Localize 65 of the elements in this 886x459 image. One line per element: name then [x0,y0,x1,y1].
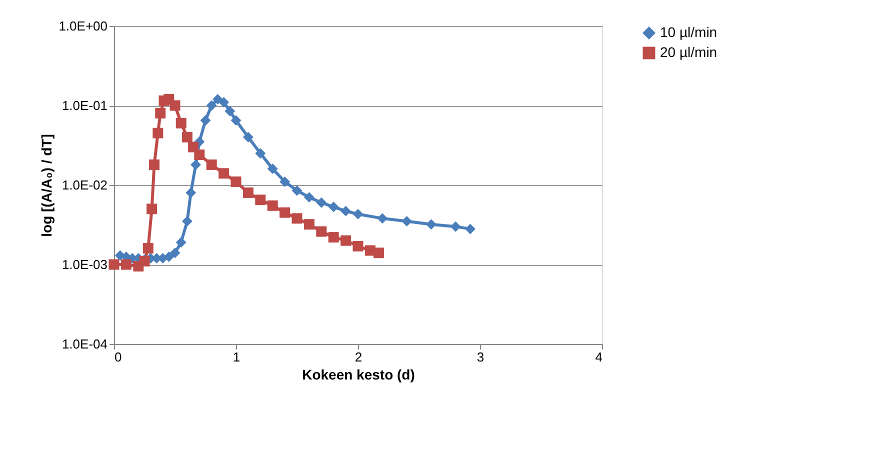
point [230,115,242,126]
point [149,159,160,170]
point [230,176,242,187]
x-tick-label: 4 [595,350,602,364]
x-axis-title: Kokeen kesto (d) [302,366,415,382]
point [142,243,154,254]
legend-label: 20 µl/min [660,44,718,60]
point [146,204,158,214]
point [304,219,314,230]
point [255,148,266,159]
point [152,128,164,138]
x-tick-label: 0 [114,350,122,364]
point [170,248,180,258]
x-tick-label: 2 [354,350,362,364]
point [328,202,339,212]
point [340,235,352,246]
point [164,252,174,262]
point [242,132,254,142]
point [267,164,278,174]
y-tick-label: 1.0E+00 [58,18,108,34]
legend-label: 10 µl/min [660,24,718,40]
point [373,248,384,258]
point [155,108,166,118]
point [242,187,254,198]
y-tick-label: 1.0E-04 [62,336,108,352]
point [316,197,327,208]
point [316,226,327,237]
point [352,208,364,220]
point [120,259,132,270]
y-tick-label: 1.0E-03 [62,257,108,272]
x-tick-label: 3 [476,350,484,364]
point [340,206,352,216]
point [194,150,205,160]
point [224,106,236,116]
point [304,192,314,203]
point [292,213,302,224]
point [255,194,266,206]
point [182,216,192,226]
y-tick-label: 1.0E-01 [62,98,108,113]
point [267,200,278,211]
point [190,159,201,170]
point [450,221,461,232]
point [218,96,230,108]
point [280,207,290,218]
point [200,115,211,126]
point [108,259,120,270]
point [182,132,192,142]
x-tick-label: 1 [232,350,240,364]
point [464,224,476,234]
point [218,168,230,179]
y-axis-title: log [(A/A₀) / dT] [38,134,55,237]
point [206,159,217,170]
point [292,185,302,196]
point [176,237,186,248]
point [186,187,196,198]
point [170,100,180,111]
point [176,118,186,128]
point [426,219,436,230]
point [402,216,412,226]
point [280,176,290,187]
point [352,240,364,252]
point [328,232,339,243]
y-tick-label: 1.0E-02 [62,178,108,192]
point [377,213,388,224]
point [206,100,217,111]
